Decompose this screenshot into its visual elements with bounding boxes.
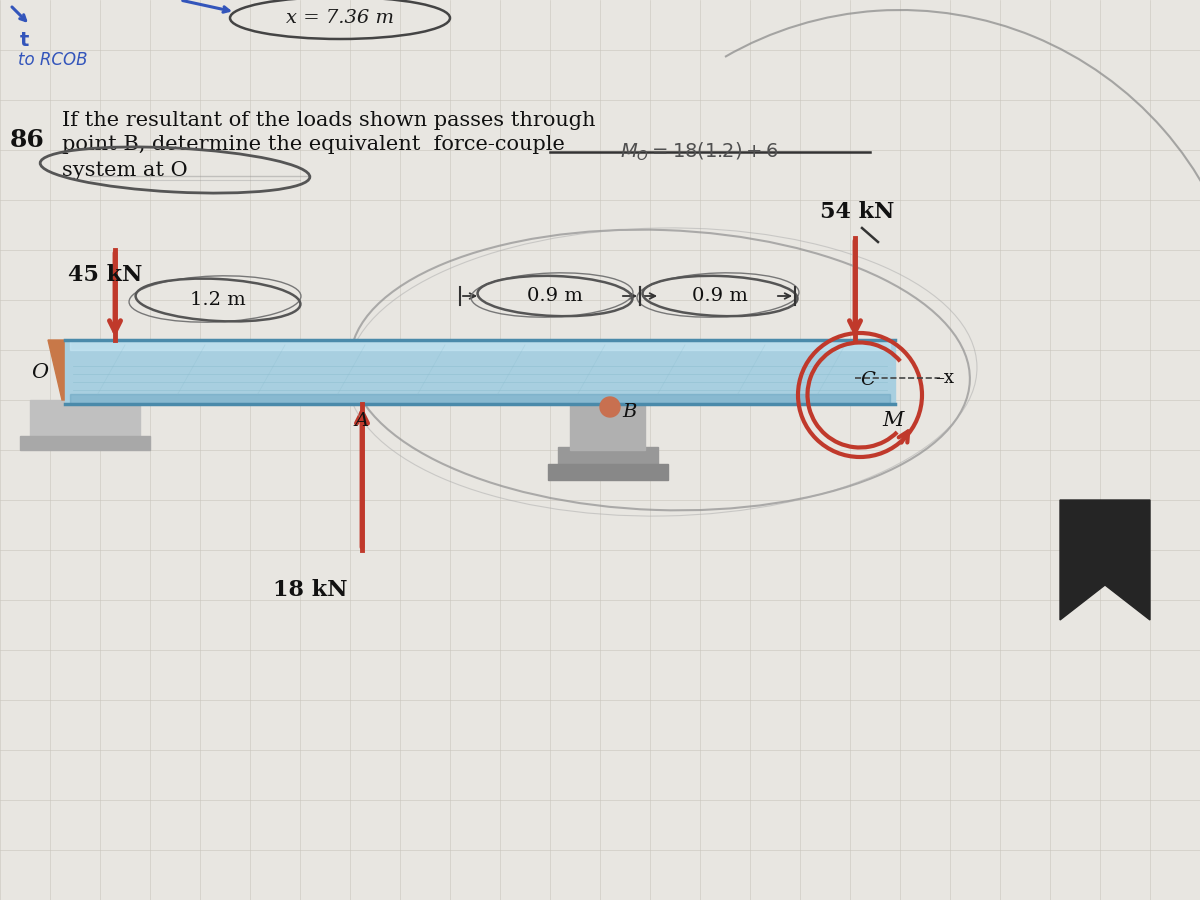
Bar — [20, 436, 150, 450]
Text: O: O — [31, 363, 48, 382]
Polygon shape — [1060, 500, 1150, 620]
Bar — [70, 340, 890, 350]
Bar — [570, 404, 646, 450]
Text: 54 kN: 54 kN — [820, 201, 894, 223]
Text: 0.9 m: 0.9 m — [527, 287, 583, 305]
Text: 45 kN: 45 kN — [68, 264, 143, 286]
Polygon shape — [48, 340, 110, 400]
Bar — [30, 400, 140, 438]
Text: If the resultant of the loads shown passes through: If the resultant of the loads shown pass… — [62, 111, 595, 130]
Text: M: M — [882, 410, 904, 429]
Text: –x: –x — [935, 369, 954, 387]
Text: 86: 86 — [10, 128, 44, 152]
Text: C: C — [860, 371, 875, 389]
Text: 18 kN: 18 kN — [272, 579, 347, 601]
Text: system at O: system at O — [62, 160, 187, 179]
Text: 0.9 m: 0.9 m — [692, 287, 748, 305]
Text: x = 7.36 m: x = 7.36 m — [286, 9, 394, 27]
Bar — [548, 464, 668, 480]
Bar — [558, 447, 658, 465]
Text: A: A — [355, 412, 370, 430]
Text: B: B — [622, 403, 636, 421]
Text: point B, determine the equivalent  force-couple: point B, determine the equivalent force-… — [62, 136, 565, 155]
Bar — [70, 394, 890, 404]
Text: to RCOB: to RCOB — [18, 51, 88, 69]
Circle shape — [600, 397, 620, 417]
Text: $M_O = 18(1.2) + 6$: $M_O = 18(1.2) + 6$ — [620, 140, 779, 163]
Text: t: t — [20, 31, 29, 50]
Text: 1.2 m: 1.2 m — [190, 291, 246, 309]
Bar — [65, 340, 895, 404]
